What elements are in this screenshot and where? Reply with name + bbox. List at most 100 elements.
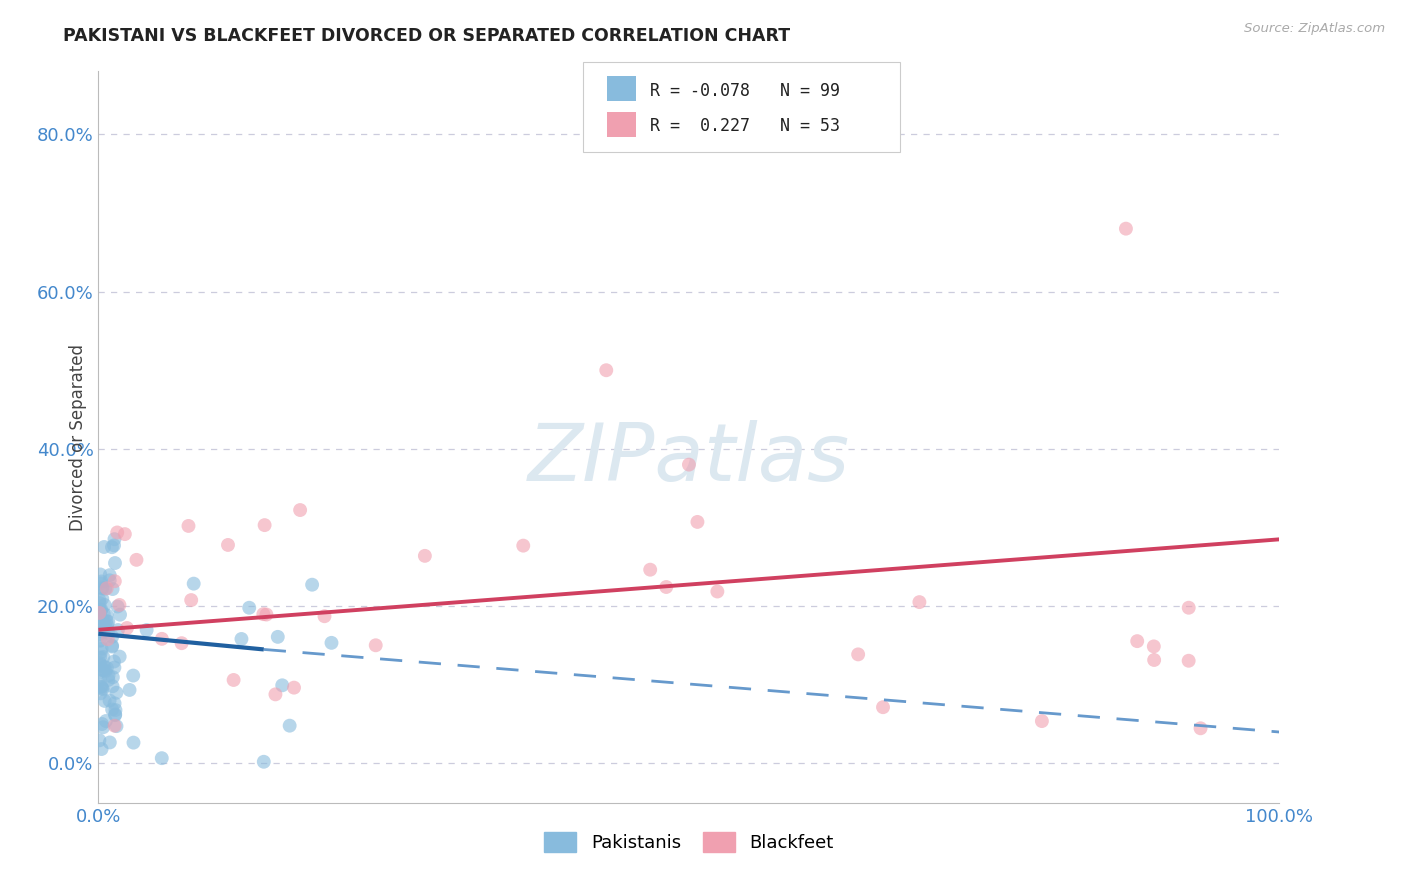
Point [108,649,131,664]
Point [135,623,157,637]
Point [104,703,127,717]
Point [222,673,245,687]
Point [93,650,115,665]
Point [97,668,120,682]
Point [655,580,678,594]
Point [217,538,239,552]
Point [89,633,111,648]
Point [90,680,112,694]
Point [872,700,894,714]
Point [98,735,121,749]
Point [91,663,114,677]
Point [89,656,111,670]
Point [97,673,120,687]
Point [91,682,114,697]
Legend: Pakistanis, Blackfeet: Pakistanis, Blackfeet [537,825,841,860]
Point [89,673,111,688]
Point [103,660,125,674]
Point [256,607,278,622]
Point [101,540,124,554]
Point [96,582,118,596]
Point [89,650,111,665]
Point [91,720,114,734]
Point [93,598,115,612]
Point [104,574,127,589]
Point [87,614,110,628]
Point [89,592,111,607]
Text: R = -0.078   N = 99: R = -0.078 N = 99 [650,82,839,100]
Point [87,607,110,622]
Point [105,525,128,540]
Point [90,576,112,591]
Point [98,574,121,588]
Point [125,553,148,567]
Point [96,618,118,632]
Point [91,717,114,731]
Text: ZIPatlas: ZIPatlas [527,420,851,498]
Point [90,658,112,673]
Point [90,742,112,756]
Point [91,618,114,632]
Point [278,719,301,733]
Point [170,636,193,650]
Point [150,751,173,765]
Point [90,641,112,656]
Point [93,540,115,554]
Point [321,636,343,650]
Point [89,686,111,700]
Point [104,556,127,570]
Point [97,615,120,629]
Point [93,624,115,639]
Point [364,638,387,652]
Point [101,582,124,596]
Point [89,624,111,638]
Point [1126,634,1149,648]
Point [846,648,869,662]
Point [108,598,131,612]
Point [93,663,115,677]
Point [283,681,305,695]
Point [98,693,121,707]
Point [96,614,118,628]
Text: R =  0.227   N = 53: R = 0.227 N = 53 [650,117,839,135]
Point [94,582,117,596]
Point [101,640,124,654]
Point [1143,653,1166,667]
Point [90,581,112,595]
Point [89,567,111,582]
Point [253,518,276,533]
Point [238,600,260,615]
Point [706,584,728,599]
Point [253,755,276,769]
Point [114,527,136,541]
Point [595,363,617,377]
Point [90,680,112,694]
Point [89,733,111,747]
Point [94,664,117,678]
Point [1177,654,1199,668]
Point [101,679,124,693]
Point [89,606,111,620]
Point [90,633,112,648]
Point [512,539,534,553]
Point [1115,221,1137,235]
Point [638,563,661,577]
Point [107,623,129,637]
Point [678,458,700,472]
Point [89,604,111,618]
Point [908,595,931,609]
Point [314,609,336,624]
Point [301,577,323,591]
Point [177,519,200,533]
Point [103,655,125,669]
Point [115,621,138,635]
Text: Source: ZipAtlas.com: Source: ZipAtlas.com [1244,22,1385,36]
Point [94,619,117,633]
Point [118,682,141,697]
Point [90,574,112,589]
Point [87,627,110,641]
Point [89,596,111,610]
Point [180,593,202,607]
Point [104,719,127,733]
Point [90,603,112,617]
